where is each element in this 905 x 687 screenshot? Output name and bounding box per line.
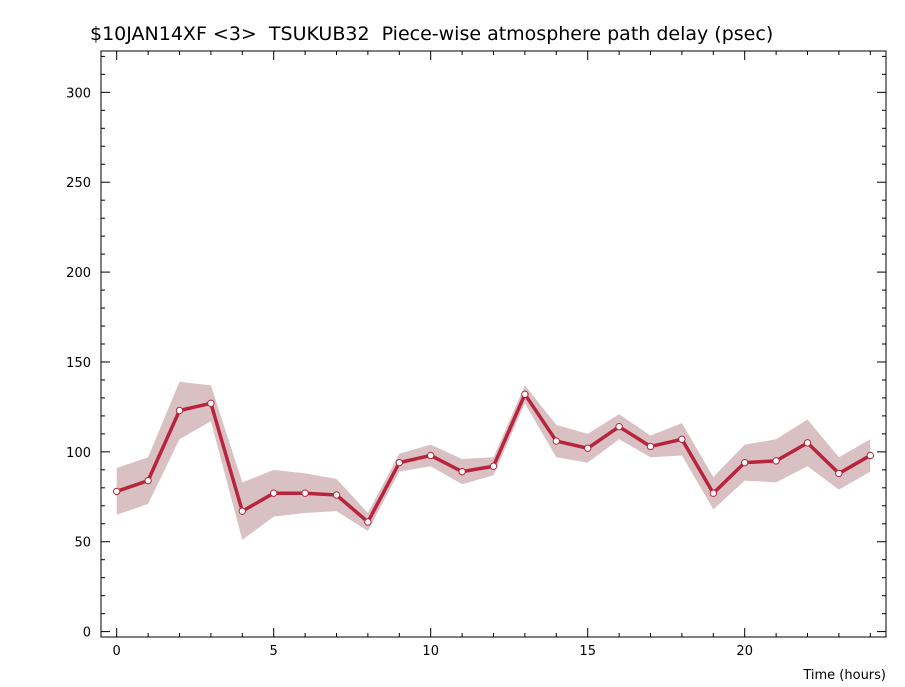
x-axis-label: Time (hours) xyxy=(802,668,886,683)
data-point xyxy=(866,451,874,460)
data-point xyxy=(144,476,152,485)
y-tick-label: 100 xyxy=(66,446,91,461)
data-point xyxy=(427,451,435,460)
data-point xyxy=(301,489,309,497)
data-point xyxy=(489,462,498,470)
data-point xyxy=(584,444,592,452)
data-point xyxy=(238,507,247,515)
y-tick-label: 250 xyxy=(66,176,91,191)
x-tick-label: 10 xyxy=(422,644,439,659)
x-tick-label: 0 xyxy=(113,644,121,659)
data-point xyxy=(678,435,686,443)
data-point xyxy=(175,406,184,415)
y-tick-label: 0 xyxy=(83,626,91,641)
data-point xyxy=(332,491,341,499)
plot-frame xyxy=(100,50,887,638)
data-point xyxy=(364,518,372,526)
uncertainty-band-layer xyxy=(116,381,871,540)
data-point xyxy=(709,489,717,497)
chart-title: $10JAN14XF <3> TSUKUB32 Piece-wise atmos… xyxy=(90,23,773,45)
data-point xyxy=(615,422,623,431)
data-point xyxy=(803,439,812,447)
y-tick-label: 200 xyxy=(66,266,91,281)
y-tick-label: 150 xyxy=(66,356,91,371)
data-points xyxy=(113,390,874,526)
data-point xyxy=(395,458,403,467)
x-tick-label: 15 xyxy=(579,644,596,659)
data-point xyxy=(646,442,655,451)
data-point xyxy=(772,457,780,465)
axis-ticks xyxy=(101,51,886,637)
uncertainty-band xyxy=(116,381,871,540)
data-point xyxy=(521,390,529,399)
data-point xyxy=(835,469,843,478)
y-tick-label: 300 xyxy=(66,86,91,101)
data-point xyxy=(113,487,121,496)
x-tick-label: 5 xyxy=(270,644,278,659)
y-tick-label: 50 xyxy=(74,536,91,551)
data-point xyxy=(458,467,466,476)
data-point xyxy=(207,399,215,408)
x-tick-label: 20 xyxy=(736,644,753,659)
data-point xyxy=(270,489,278,497)
data-point xyxy=(741,458,749,467)
data-point xyxy=(552,437,560,445)
